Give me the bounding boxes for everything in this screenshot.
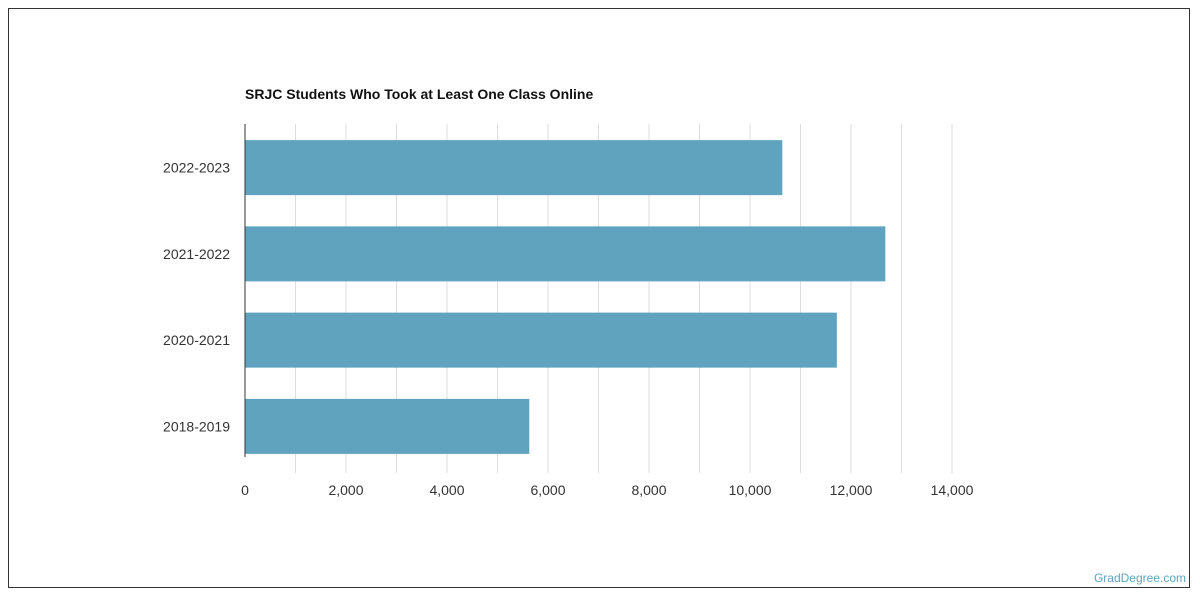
x-tick-label: 8,000 [631, 482, 666, 498]
watermark-link[interactable]: GradDegree.com [1093, 571, 1186, 585]
x-tick-label: 6,000 [530, 482, 565, 498]
bar-2020-2021[interactable] [245, 312, 837, 368]
chart-title: SRJC Students Who Took at Least One Clas… [245, 86, 594, 102]
category-label: 2021-2022 [163, 246, 230, 262]
x-tick-label: 10,000 [729, 482, 772, 498]
bar-2022-2023[interactable] [245, 140, 783, 196]
x-tick-label: 0 [241, 482, 249, 498]
x-tick-label: 12,000 [830, 482, 873, 498]
category-label: 2022-2023 [163, 160, 230, 176]
bars [245, 140, 886, 454]
x-tick-label: 2,000 [328, 482, 363, 498]
bar-2021-2022[interactable] [245, 226, 886, 282]
bar-2018-2019[interactable] [245, 398, 530, 454]
category-label: 2018-2019 [163, 418, 230, 434]
category-label: 2020-2021 [163, 332, 230, 348]
x-tick-label: 14,000 [931, 482, 974, 498]
axis-labels: 2022-2023 2021-2022 2020-2021 2018-2019 0 2,0… [163, 160, 974, 498]
x-tick-label: 4,000 [429, 482, 464, 498]
